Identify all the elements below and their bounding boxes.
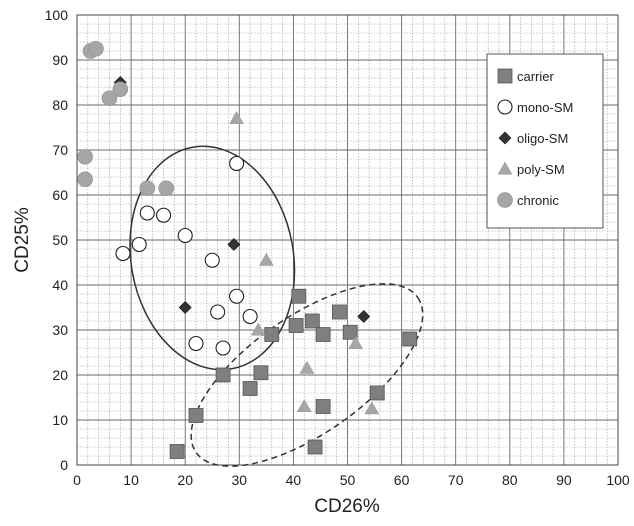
data-point — [242, 381, 258, 396]
x-tick-label: 90 — [556, 472, 572, 488]
x-tick-label: 30 — [232, 472, 248, 488]
data-point — [258, 252, 274, 266]
series-poly-sm — [229, 110, 380, 415]
plot-area-border — [76, 14, 619, 466]
data-points — [77, 40, 418, 459]
data-point — [178, 301, 192, 314]
x-tick-label: 70 — [448, 472, 464, 488]
data-point — [158, 180, 175, 197]
dashed-cluster-ellipse — [190, 283, 424, 467]
data-point — [264, 327, 280, 342]
data-point — [188, 335, 204, 352]
legend-marker — [497, 192, 513, 208]
legend: carrier mono-SM oligo-SM poly-SM chronic — [486, 53, 604, 229]
data-point — [112, 81, 129, 98]
y-tick-label: 100 — [45, 7, 69, 23]
legend-marker — [497, 161, 513, 175]
legend-marker — [497, 99, 513, 115]
series-carrier — [169, 288, 418, 459]
data-point — [253, 365, 269, 381]
data-point — [139, 180, 156, 197]
legend-marker — [498, 131, 512, 145]
solid-cluster-ellipse — [129, 145, 296, 371]
y-tick-label: 90 — [52, 52, 68, 68]
data-point — [115, 245, 131, 262]
y-axis-label: CD25% — [12, 207, 33, 273]
data-point — [304, 313, 320, 329]
y-tick-label: 10 — [52, 412, 68, 428]
x-tick-label: 10 — [123, 472, 139, 488]
x-tick-label: 60 — [394, 472, 410, 488]
data-point — [357, 310, 371, 323]
series-chronic — [77, 40, 175, 197]
data-point — [88, 40, 104, 57]
data-point — [156, 207, 172, 223]
legend-label: chronic — [517, 193, 559, 208]
data-point — [215, 367, 231, 383]
data-point — [227, 238, 241, 251]
y-tick-label: 30 — [52, 322, 68, 338]
y-tick-label: 70 — [52, 142, 68, 158]
data-point — [307, 439, 323, 455]
data-point — [250, 322, 266, 336]
series-mono-sm — [115, 155, 258, 356]
data-point — [242, 308, 258, 325]
y-tick-label: 20 — [52, 367, 68, 383]
data-point — [229, 288, 245, 304]
cluster-ellipses — [129, 145, 424, 467]
data-point — [299, 360, 315, 374]
data-point — [229, 155, 245, 172]
data-point — [296, 398, 312, 412]
legend-marker — [497, 68, 513, 84]
data-point — [369, 385, 385, 401]
x-tick-labels: 0 10 20 30 40 50 60 70 80 90 100 — [73, 472, 630, 488]
data-point — [315, 399, 331, 414]
data-point — [131, 236, 147, 253]
y-tick-label: 50 — [52, 232, 68, 248]
x-tick-label: 80 — [502, 472, 518, 488]
data-point — [169, 444, 185, 459]
data-point — [101, 90, 118, 107]
data-point — [77, 171, 93, 188]
y-tick-label: 80 — [52, 97, 68, 113]
data-point — [210, 304, 226, 320]
x-axis-label: CD26% — [314, 496, 380, 517]
data-point — [229, 110, 245, 124]
data-point — [402, 331, 418, 347]
data-point — [139, 205, 155, 221]
y-tick-label: 60 — [52, 187, 68, 203]
x-tick-label: 40 — [286, 472, 302, 488]
data-point — [342, 324, 358, 340]
data-point — [288, 318, 304, 333]
x-tick-label: 0 — [73, 472, 81, 488]
x-tick-label: 100 — [606, 472, 630, 488]
data-point — [77, 148, 93, 165]
legend-label: carrier — [517, 69, 555, 84]
data-point — [215, 340, 231, 356]
data-point — [177, 227, 193, 244]
legend-label: oligo-SM — [517, 131, 568, 146]
data-point — [188, 408, 204, 423]
data-point — [364, 401, 380, 415]
x-tick-label: 50 — [340, 472, 356, 488]
x-tick-label: 20 — [177, 472, 193, 488]
y-tick-label: 40 — [52, 277, 68, 293]
legend-label: mono-SM — [517, 100, 573, 115]
legend-label: poly-SM — [517, 162, 565, 177]
data-point — [291, 288, 307, 304]
data-point — [204, 252, 220, 268]
data-point — [348, 335, 364, 349]
y-tick-label: 0 — [60, 457, 68, 473]
y-tick-labels: 0 10 20 30 40 50 60 70 80 90 100 — [45, 7, 69, 473]
data-point — [331, 304, 347, 320]
data-point — [315, 327, 331, 342]
